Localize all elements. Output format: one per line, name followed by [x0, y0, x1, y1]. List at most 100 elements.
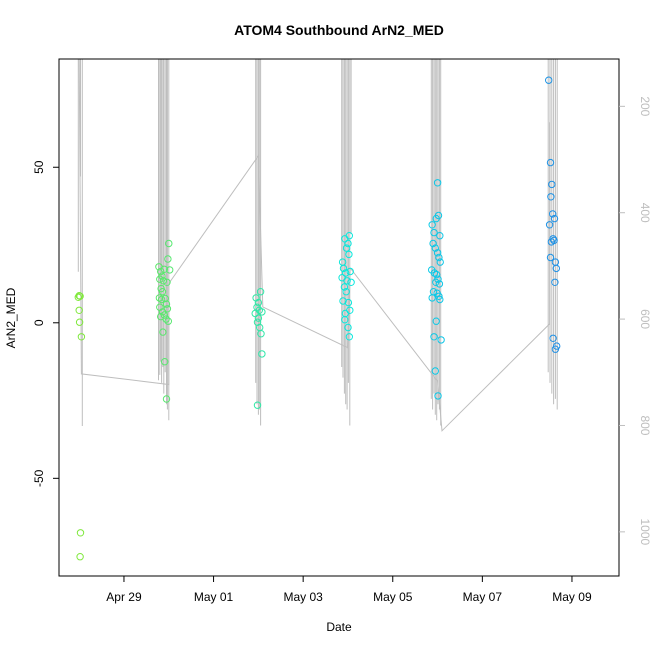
data-point-16 [155, 294, 164, 302]
data-point-55 [346, 267, 354, 276]
data-point-73 [436, 232, 444, 240]
data-point-49 [342, 244, 351, 252]
data-point-69 [430, 228, 438, 237]
data-point-101 [545, 221, 554, 229]
x-tick-label-2: May 03 [283, 590, 323, 604]
data-point-87 [435, 292, 443, 300]
data-point-75 [431, 244, 439, 252]
data-point-92 [437, 336, 445, 344]
depth-profile-line [78, 58, 551, 432]
data-point-52 [345, 250, 353, 259]
data-point-107 [552, 264, 560, 273]
data-point-97 [548, 180, 556, 189]
data-point-96 [546, 158, 555, 167]
data-point-84 [432, 278, 440, 286]
data-point-88 [436, 295, 444, 304]
y2-tick-label-3: 800 [638, 415, 650, 435]
data-point-81 [433, 270, 441, 279]
data-point-65 [341, 316, 349, 324]
data-point-34 [252, 294, 260, 302]
data-point-59 [340, 283, 349, 291]
x-tick-label-5: May 09 [552, 590, 592, 604]
x-tick-label-1: May 01 [194, 590, 234, 604]
data-point-1 [76, 292, 84, 300]
data-point-27 [164, 255, 172, 263]
data-point-54 [342, 269, 350, 277]
data-point-66 [344, 323, 352, 332]
data-point-19 [162, 300, 171, 308]
data-point-109 [549, 334, 557, 342]
data-point-26 [165, 239, 173, 248]
data-point-18 [161, 294, 169, 303]
y-tick-label-2: 50 [32, 160, 46, 174]
data-point-83 [435, 280, 444, 288]
data-point-13 [160, 265, 169, 273]
x-tick-label-4: May 07 [463, 590, 503, 604]
data-point-62 [344, 298, 353, 307]
data-point-3 [75, 306, 83, 314]
data-point-111 [551, 345, 560, 353]
x-axis-label: Date [326, 620, 352, 634]
data-point-90 [432, 317, 440, 325]
data-point-77 [435, 253, 443, 262]
data-point-44 [257, 330, 265, 338]
data-point-9 [157, 267, 165, 276]
data-point-58 [347, 278, 355, 286]
data-point-100 [550, 214, 559, 223]
data-point-6 [76, 529, 85, 537]
data-point-68 [428, 221, 436, 229]
data-point-32 [161, 358, 169, 366]
data-point-71 [434, 211, 443, 220]
chart-title: ATOM4 Southbound ArN2_MED [234, 22, 444, 38]
data-point-11 [156, 275, 164, 283]
data-point-91 [430, 333, 438, 341]
data-point-50 [345, 232, 353, 240]
y2-tick-label-2: 600 [638, 309, 650, 329]
data-point-41 [254, 314, 263, 322]
y-axis: -50 0 50 [32, 160, 59, 487]
data-point-64 [346, 306, 354, 314]
data-point-39 [258, 308, 266, 316]
data-point-4 [75, 318, 84, 326]
data-point-76 [433, 249, 442, 257]
data-point-2 [74, 293, 83, 301]
x-axis: Apr 29 May 01 May 03 May 05 May 07 May 09 [106, 576, 592, 604]
data-point-80 [430, 269, 439, 277]
data-point-31 [159, 328, 167, 336]
data-point-33 [162, 395, 171, 403]
data-point-72 [433, 179, 442, 187]
plot-frame [58, 58, 620, 577]
data-point-0 [75, 292, 83, 300]
data-point-35 [254, 298, 263, 307]
data-point-36 [256, 288, 265, 296]
data-point-15 [158, 288, 167, 296]
data-point-94 [434, 392, 442, 400]
y-tick-label-1: 0 [32, 319, 46, 326]
data-point-89 [428, 294, 436, 302]
data-point-12 [159, 277, 168, 285]
y-axis-label: ArN2_MED [4, 287, 18, 348]
data-point-57 [343, 277, 351, 285]
y2-tick-label-0: 200 [638, 96, 650, 116]
data-point-51 [344, 239, 352, 248]
data-point-60 [342, 288, 350, 296]
y2-tick-label-1: 400 [638, 203, 650, 223]
data-point-28 [166, 266, 174, 274]
data-point-29 [163, 278, 171, 286]
data-point-74 [429, 239, 437, 248]
y2-tick-label-4: 1000 [638, 519, 650, 546]
data-point-23 [160, 311, 169, 319]
data-point-95 [545, 76, 553, 84]
data-point-99 [549, 210, 557, 218]
depth-profile-layer [77, 58, 558, 432]
data-point-53 [339, 264, 348, 273]
data-point-108 [551, 278, 559, 286]
data-point-45 [258, 350, 266, 358]
data-point-25 [162, 315, 170, 323]
y-tick-label-0: -50 [32, 469, 46, 487]
data-point-93 [431, 367, 439, 375]
data-point-17 [157, 295, 166, 304]
data-points-layer [74, 76, 561, 561]
data-point-98 [547, 193, 555, 201]
